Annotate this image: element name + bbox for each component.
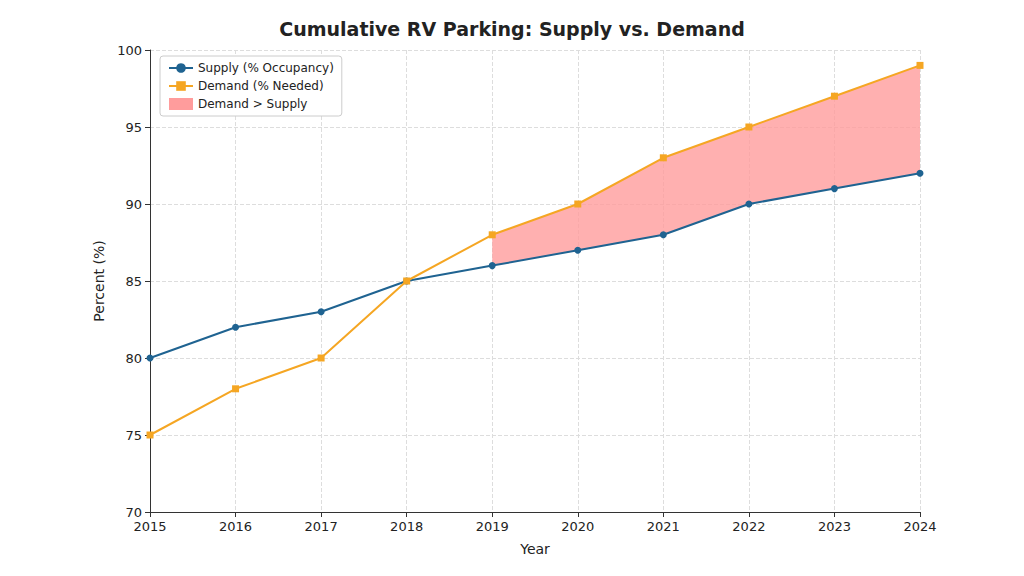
svg-text:2017: 2017 (305, 519, 338, 534)
svg-text:85: 85 (125, 274, 142, 289)
svg-text:2022: 2022 (732, 519, 765, 534)
svg-text:95: 95 (125, 120, 142, 135)
svg-text:2015: 2015 (133, 519, 166, 534)
svg-text:70: 70 (125, 505, 142, 520)
svg-text:2019: 2019 (476, 519, 509, 534)
svg-text:2021: 2021 (647, 519, 680, 534)
svg-text:Demand > Supply: Demand > Supply (198, 97, 307, 111)
svg-text:Year: Year (519, 541, 550, 557)
svg-text:100: 100 (117, 43, 142, 58)
svg-text:90: 90 (125, 197, 142, 212)
svg-text:75: 75 (125, 428, 142, 443)
svg-text:Percent (%): Percent (%) (91, 240, 107, 321)
svg-text:2016: 2016 (219, 519, 252, 534)
svg-text:2018: 2018 (390, 519, 423, 534)
svg-text:Supply (% Occupancy): Supply (% Occupancy) (198, 61, 334, 75)
svg-text:2024: 2024 (903, 519, 936, 534)
svg-text:Cumulative RV Parking: Supply: Cumulative RV Parking: Supply vs. Demand (279, 18, 745, 40)
svg-text:80: 80 (125, 351, 142, 366)
svg-text:2023: 2023 (818, 519, 851, 534)
svg-text:2020: 2020 (561, 519, 594, 534)
svg-text:Demand (% Needed): Demand (% Needed) (198, 79, 324, 93)
